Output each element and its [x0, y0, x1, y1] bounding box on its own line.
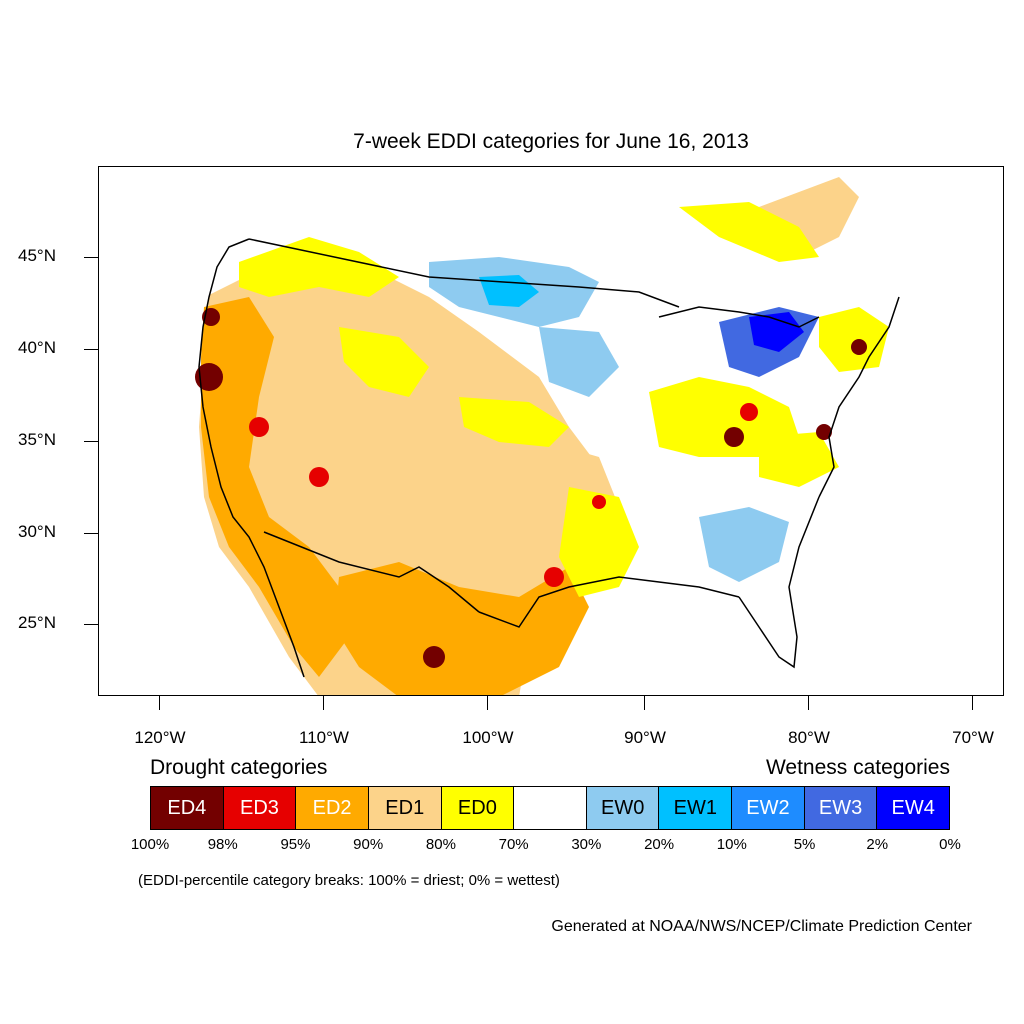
lat-tick [84, 441, 98, 442]
great-lakes-ew4 [749, 312, 804, 352]
legend-cell-ew0: EW0 [586, 787, 660, 829]
arizona-ed3 [309, 467, 329, 487]
iowa-ew0 [539, 327, 619, 397]
lat-label-25: 25°N [18, 613, 56, 632]
mexico-ed4 [423, 646, 445, 668]
break-label: 98% [207, 836, 238, 853]
break-label: 95% [280, 836, 311, 853]
west-coastline [198, 238, 305, 678]
lat-label-35: 35°N [18, 430, 56, 449]
florida-coastline [738, 496, 820, 669]
northeast-ed0 [819, 307, 889, 372]
lat-tick [84, 533, 98, 534]
lon-label-80: 80°W [788, 728, 830, 747]
break-label: 5% [793, 836, 816, 853]
break-label: 20% [644, 836, 675, 853]
west-ed2-field [201, 297, 349, 677]
gulf-coastline [478, 576, 740, 628]
montana-ed0 [339, 327, 429, 397]
lon-tick [808, 696, 809, 710]
lat-tick [84, 257, 98, 258]
central-ed0 [459, 397, 569, 447]
legend-cell-neutral [514, 787, 587, 829]
lon-tick [972, 696, 973, 710]
category-fields [195, 177, 889, 695]
texas-ed3 [544, 567, 564, 587]
legend-cell-ew2: EW2 [732, 787, 805, 829]
lat-label-30: 30°N [18, 522, 56, 541]
break-label: 30% [571, 836, 602, 853]
oklahoma-ed3 [592, 495, 606, 509]
legend-cell-ed0: ED0 [441, 787, 515, 829]
lon-tick [644, 696, 645, 710]
break-label: 80% [425, 836, 456, 853]
us-canada-border [248, 238, 680, 308]
legend-cell-ed4: ED4 [151, 787, 224, 829]
lon-label-100: 100°W [462, 728, 514, 747]
legend-cell-ew1: EW1 [659, 787, 733, 829]
east-coastline [818, 296, 900, 498]
wetness-heading: Wetness categories [765, 756, 950, 779]
great-lakes-outline [658, 306, 820, 328]
break-label: 0% [939, 836, 961, 853]
map-title: 7-week EDDI categories for June 16, 2013 [353, 130, 749, 153]
ohio-ed3 [740, 403, 758, 421]
break-label: 70% [498, 836, 529, 853]
carolina-ed0 [759, 432, 839, 487]
break-label: 10% [716, 836, 747, 853]
lon-label-70: 70°W [952, 728, 994, 747]
map-panel [98, 166, 1004, 696]
lat-tick [84, 349, 98, 350]
texas-ed0 [559, 487, 639, 597]
lon-tick [487, 696, 488, 710]
nevada-ed3 [249, 417, 269, 437]
break-label: 100% [130, 836, 170, 853]
california-ed4 [195, 363, 223, 391]
lat-tick [84, 624, 98, 625]
ohio-ed4 [724, 427, 744, 447]
break-label: 2% [866, 836, 889, 853]
canada-ed0 [679, 202, 819, 262]
lat-label-45: 45°N [18, 246, 56, 265]
eddi-map [195, 177, 900, 695]
lon-tick [159, 696, 160, 710]
legend-cell-ed2: ED2 [296, 787, 369, 829]
newengland-ed4 [851, 339, 867, 355]
west-ed2-south [334, 562, 589, 695]
southeast-ew0 [699, 507, 789, 582]
lon-label-110: 110°W [299, 728, 349, 747]
lon-label-120: 120°W [134, 728, 186, 747]
boundary-lines [198, 238, 900, 678]
legend-cell-ed1: ED1 [368, 787, 442, 829]
legend-cell-ew4: EW4 [877, 787, 950, 829]
drought-heading: Drought categories [150, 756, 328, 779]
north-ed0 [239, 237, 399, 297]
us-mexico-border [263, 531, 480, 613]
virginia-ed4 [816, 424, 832, 440]
legend-cell-ew3: EW3 [804, 787, 878, 829]
legend-cell-ed3: ED3 [223, 787, 297, 829]
break-label: 90% [353, 836, 384, 853]
credit-line: Generated at NOAA/NWS/NCEP/Climate Predi… [551, 918, 972, 935]
lon-label-90: 90°W [624, 728, 666, 747]
category-colorbar: ED4 ED3 ED2 ED1 ED0 EW0 EW1 EW2 EW3 EW4 [150, 786, 950, 830]
lon-tick [323, 696, 324, 710]
lat-label-40: 40°N [18, 338, 56, 357]
category-note: (EDDI-percentile category breaks: 100% =… [138, 872, 560, 889]
